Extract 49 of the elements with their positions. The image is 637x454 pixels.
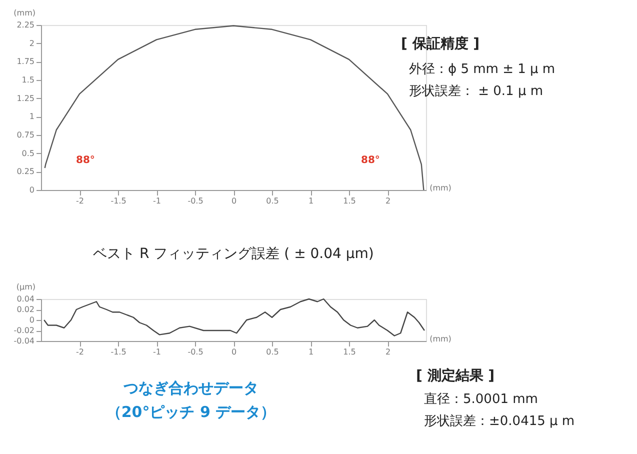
x-tick-label: 1	[308, 348, 314, 356]
annotation: 外径：ϕ 5 mm ± 1 μ m	[409, 62, 556, 77]
annotation: 88°	[76, 155, 95, 166]
x-tick-label: -2	[76, 348, 84, 356]
y-tick-label: -0.02	[14, 326, 34, 335]
y-tick-label: 1.75	[16, 57, 34, 66]
y-tick-label: 0.04	[16, 294, 34, 304]
line-series	[43, 298, 426, 336]
y-axis-title: (mm)	[14, 8, 36, 18]
x-tick-label: 1.5	[343, 348, 356, 356]
y-tick-label: 0	[29, 186, 34, 194]
x-tick-label: 0.5	[266, 196, 279, 206]
x-tick-label: -1	[153, 348, 161, 356]
y-tick-label: 0.75	[16, 130, 34, 140]
y-tick-label: -0.04	[14, 336, 34, 346]
y-tick-label: 0.25	[16, 167, 34, 176]
y-tick-label: 1.5	[22, 76, 34, 84]
chart-title: ベスト R フィッティング誤差 ( ± 0.04 μm)	[93, 246, 374, 262]
x-tick-label: 0	[231, 196, 237, 206]
text: 直径：5.0001 mm	[424, 392, 538, 407]
y-tick-label: 1.25	[16, 94, 34, 103]
y-tick-label: 0	[29, 316, 34, 324]
x-tick-label: 2	[385, 348, 391, 356]
x-tick-label: 2	[385, 196, 391, 206]
x-axis-title: (mm)	[430, 334, 452, 344]
y-axis-title: (μm)	[16, 282, 36, 292]
annotation: 形状誤差： ± 0.1 μ m	[409, 84, 544, 99]
x-tick-label: 0	[231, 348, 237, 356]
text: [ 測定結果 ]	[416, 367, 495, 384]
x-tick-label: -0.5	[188, 196, 204, 206]
x-tick-label: 1	[308, 196, 314, 206]
y-tick-label: 2	[29, 38, 34, 48]
text: つなぎ合わせデータ	[122, 379, 258, 397]
y-tick-label: 1	[29, 112, 34, 122]
y-tick-label: 0.02	[16, 305, 34, 314]
x-tick-label: -1.5	[110, 196, 126, 206]
x-tick-label: -0.5	[188, 348, 204, 356]
y-tick-label: 0.5	[22, 148, 34, 158]
x-tick-label: -1	[153, 196, 161, 206]
x-tick-label: -1.5	[110, 348, 126, 356]
x-axis-title: (mm)	[430, 184, 452, 192]
y-tick-label: 2.25	[16, 20, 34, 30]
text: 形状誤差：±0.0415 μ m	[424, 414, 575, 429]
annotation: 88°	[361, 155, 380, 166]
annotation: [ 保証精度 ]	[401, 35, 480, 52]
text: （20°ピッチ 9 データ）	[106, 403, 276, 421]
x-tick-label: -2	[76, 196, 84, 206]
x-tick-label: 0.5	[266, 348, 279, 356]
x-tick-label: 1.5	[343, 196, 356, 206]
